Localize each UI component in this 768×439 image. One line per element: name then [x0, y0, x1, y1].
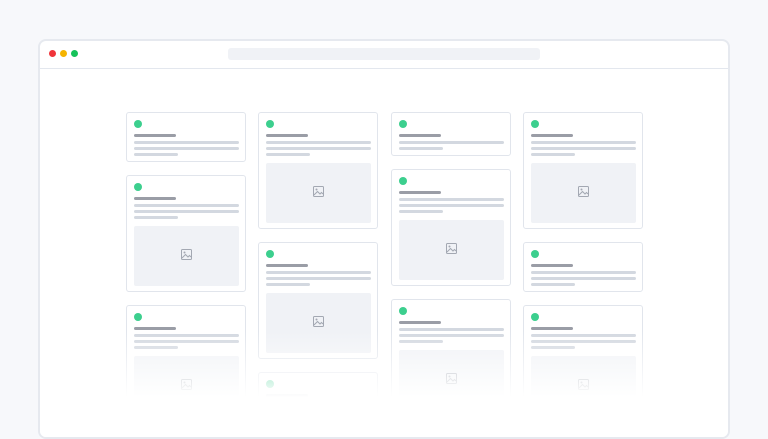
status-dot — [531, 313, 539, 321]
card-title-placeholder — [266, 264, 308, 267]
image-placeholder — [134, 226, 239, 286]
text-line-placeholder — [134, 141, 239, 144]
image-icon — [578, 184, 589, 202]
text-line-placeholder — [266, 153, 310, 156]
fade-overlay — [40, 331, 728, 437]
text-line-placeholder — [266, 283, 310, 286]
image-icon — [446, 241, 457, 259]
text-line-placeholder — [134, 216, 178, 219]
text-line-placeholder — [266, 147, 371, 150]
status-dot — [134, 120, 142, 128]
text-line-placeholder — [134, 204, 239, 207]
image-icon — [313, 314, 324, 332]
card-title-placeholder — [531, 264, 573, 267]
card[interactable] — [523, 242, 643, 292]
text-line-placeholder — [134, 210, 239, 213]
image-placeholder — [399, 220, 504, 280]
text-line-placeholder — [531, 153, 575, 156]
text-line-placeholder — [531, 141, 636, 144]
text-line-placeholder — [399, 198, 504, 201]
text-line-placeholder — [134, 147, 239, 150]
status-dot — [266, 250, 274, 258]
card-title-placeholder — [134, 134, 176, 137]
card[interactable] — [126, 112, 246, 162]
status-dot — [134, 183, 142, 191]
status-dot — [531, 250, 539, 258]
text-line-placeholder — [399, 147, 443, 150]
text-line-placeholder — [266, 277, 371, 280]
status-dot — [531, 120, 539, 128]
status-dot — [399, 307, 407, 315]
text-line-placeholder — [399, 328, 504, 331]
text-line-placeholder — [531, 271, 636, 274]
browser-window — [38, 39, 730, 439]
text-line-placeholder — [266, 271, 371, 274]
maximize-button[interactable] — [71, 50, 78, 57]
card-title-placeholder — [399, 134, 441, 137]
card-title-placeholder — [134, 197, 176, 200]
text-line-placeholder — [531, 277, 636, 280]
card-title-placeholder — [134, 327, 176, 330]
title-bar — [40, 41, 728, 69]
text-line-placeholder — [531, 283, 575, 286]
card[interactable] — [523, 112, 643, 229]
status-dot — [399, 120, 407, 128]
card[interactable] — [126, 175, 246, 292]
status-dot — [134, 313, 142, 321]
status-dot — [399, 177, 407, 185]
card[interactable] — [391, 112, 511, 156]
text-line-placeholder — [134, 153, 178, 156]
card-title-placeholder — [531, 327, 573, 330]
card-title-placeholder — [531, 134, 573, 137]
text-line-placeholder — [399, 204, 504, 207]
status-dot — [266, 120, 274, 128]
card-title-placeholder — [399, 191, 441, 194]
image-placeholder — [531, 163, 636, 223]
text-line-placeholder — [266, 141, 371, 144]
image-icon — [313, 184, 324, 202]
card-title-placeholder — [266, 134, 308, 137]
text-line-placeholder — [399, 141, 504, 144]
address-bar[interactable] — [228, 48, 540, 60]
image-icon — [181, 247, 192, 265]
card[interactable] — [391, 169, 511, 286]
minimize-button[interactable] — [60, 50, 67, 57]
card-title-placeholder — [399, 321, 441, 324]
card[interactable] — [258, 112, 378, 229]
image-placeholder — [266, 163, 371, 223]
close-button[interactable] — [49, 50, 56, 57]
text-line-placeholder — [531, 147, 636, 150]
text-line-placeholder — [399, 210, 443, 213]
